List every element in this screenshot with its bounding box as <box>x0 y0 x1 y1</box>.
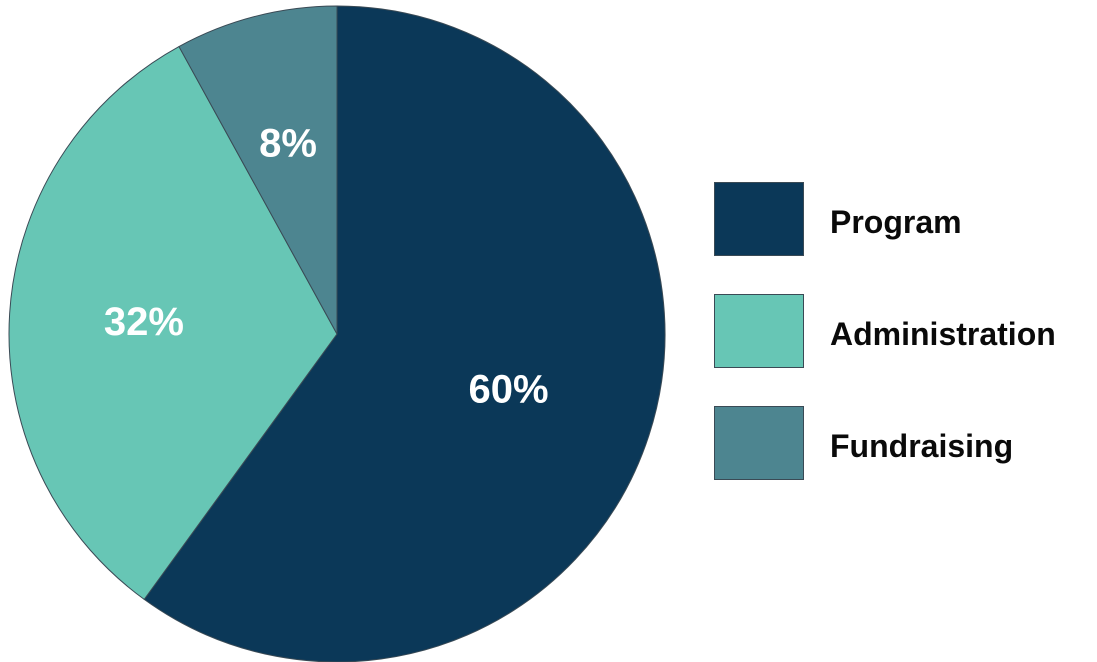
legend-item-program: Program <box>714 182 1097 258</box>
legend-label-program: Program <box>830 204 962 240</box>
pie-slice-fundraising <box>178 5 338 335</box>
legend-label-fundraising: Fundraising <box>830 428 1014 464</box>
pie-slice-label-administration: 32% <box>104 300 184 344</box>
pie-slice-program <box>143 5 666 662</box>
legend-item-administration: Administration <box>714 294 1097 370</box>
pie-slice-label-program: 60% <box>469 368 549 412</box>
pie-slice-administration <box>8 45 338 601</box>
legend-item-fundraising: Fundraising <box>714 406 1097 482</box>
pie-slice-label-fundraising: 8% <box>259 121 317 165</box>
legend-swatch-fundraising <box>714 406 804 480</box>
pie-slice-labels: 60% 32% 8% <box>104 121 549 411</box>
pie-slices <box>8 5 666 662</box>
legend-swatch-program <box>714 182 804 256</box>
legend-label-administration: Administration <box>830 316 1056 352</box>
legend-swatch-administration <box>714 294 804 368</box>
